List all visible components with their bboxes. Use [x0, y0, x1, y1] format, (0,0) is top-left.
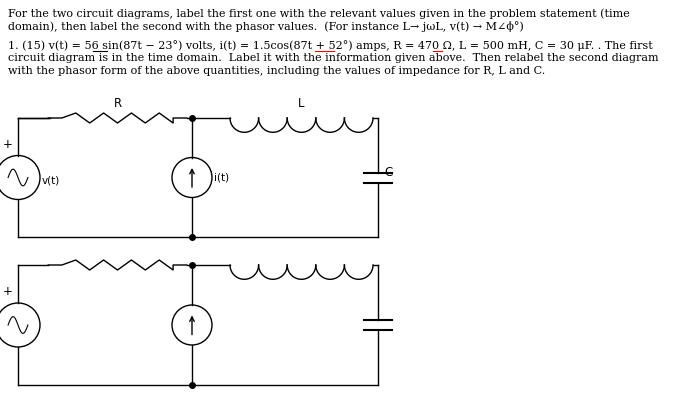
Text: +: + — [3, 138, 13, 151]
Text: circuit diagram is in the time domain.  Label it with the information given abov: circuit diagram is in the time domain. L… — [8, 53, 659, 63]
Text: with the phasor form of the above quantities, including the values of impedance : with the phasor form of the above quanti… — [8, 66, 545, 76]
Text: +: + — [3, 285, 13, 298]
Text: L: L — [298, 97, 305, 110]
Text: C: C — [384, 166, 392, 179]
Text: 1. (15) v(t) = 56 sin(87t − 23°) volts, i(t) = 1.5cos(87t + 52°) amps, R = 470 Ω: 1. (15) v(t) = 56 sin(87t − 23°) volts, … — [8, 40, 652, 51]
Text: R: R — [114, 97, 121, 110]
Text: v(t): v(t) — [42, 175, 60, 186]
Text: For the two circuit diagrams, label the first one with the relevant values given: For the two circuit diagrams, label the … — [8, 8, 630, 19]
Text: domain), then label the second with the phasor values.  (For instance L→ jωL, v(: domain), then label the second with the … — [8, 21, 524, 32]
Text: i(t): i(t) — [214, 173, 229, 182]
